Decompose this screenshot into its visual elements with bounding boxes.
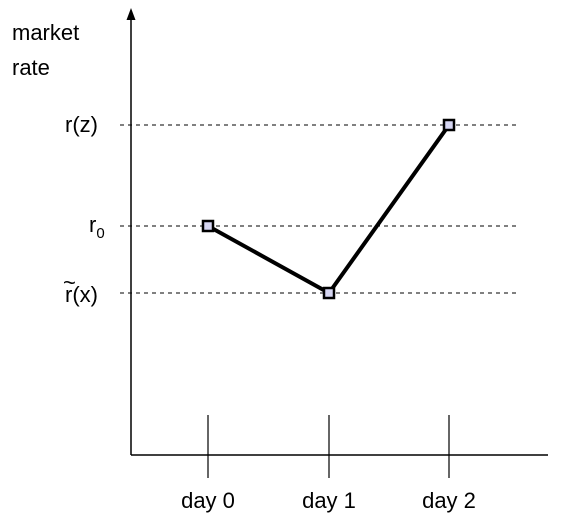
x-tick-label-day-0: day 0: [181, 488, 235, 513]
series-line: [207, 123, 451, 295]
reference-label-r-0-base: r: [89, 212, 96, 237]
series-layer: [201, 118, 456, 300]
y-axis-arrow-icon: [126, 8, 136, 20]
x-tick-label-day-1: day 1: [302, 488, 356, 513]
y-axis-label-line-1: market: [12, 20, 79, 45]
reference-label-r-0-subscript: 0: [96, 225, 104, 242]
data-point-day-1: [322, 286, 336, 300]
reference-label-r-z: r(z): [65, 112, 98, 137]
x-tick-label-day-2: day 2: [422, 488, 476, 513]
data-point-day-2: [442, 118, 456, 132]
reference-label-r-tilde-tilde: ~: [63, 270, 76, 295]
y-axis-label-line-2: rate: [12, 55, 50, 80]
reference-label-r-0: r0: [89, 212, 105, 242]
data-point-day-0: [201, 219, 215, 233]
reference-label-r-tilde-x: r(x): [65, 282, 98, 307]
